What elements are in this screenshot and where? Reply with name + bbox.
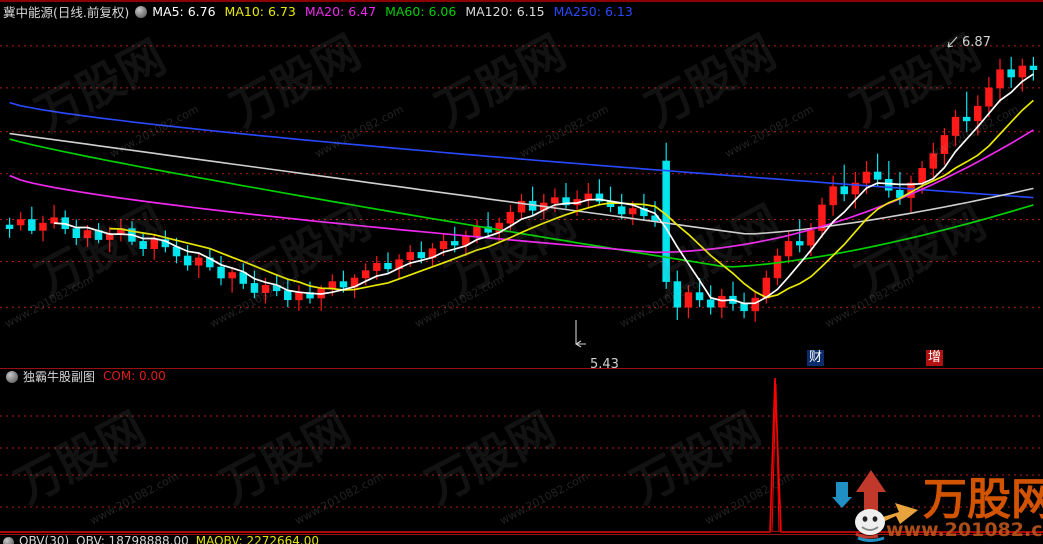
- pane-separator-1: [0, 368, 1043, 369]
- marker-zeng[interactable]: 增: [926, 350, 944, 366]
- ma250-legend: MA250: 6.13: [553, 3, 633, 19]
- obv-title: OBV(30): [19, 535, 70, 544]
- low-price-tag: 5.43: [590, 357, 619, 368]
- ma60-legend: MA60: 6.06: [385, 3, 457, 19]
- maobv-value: MAOBV: 2272664.00: [195, 535, 319, 544]
- sub-chart-legend: 独霸牛股副图 COM: 0.00: [0, 368, 166, 384]
- main-chart-legend: 冀中能源(日线.前复权) MA5: 6.76 MA10: 6.73 MA20: …: [0, 2, 1043, 20]
- svg-text:万股网: 万股网: [923, 474, 1043, 525]
- marker-cai[interactable]: 财: [807, 350, 825, 366]
- price-chart-canvas: [0, 36, 1043, 348]
- sphere-icon: [3, 536, 14, 544]
- obv-legend: OBV(30) OBV: 18798888.00 MAOBV: 2272664.…: [0, 535, 319, 544]
- window-top-border: [0, 0, 1043, 2]
- sub-chart-title: 独霸牛股副图: [23, 369, 96, 384]
- ma5-legend: MA5: 6.76: [152, 3, 216, 19]
- high-price-tag: 6.87: [962, 35, 991, 50]
- ma120-legend: MA120: 6.15: [465, 3, 545, 19]
- sphere-icon: [6, 371, 18, 383]
- ma10-legend: MA10: 6.73: [224, 3, 296, 19]
- sub-chart-com-value: COM: 0.00: [103, 369, 166, 383]
- pane-separator-2: [0, 531, 1043, 532]
- obv-value: OBV: 18798888.00: [76, 535, 189, 544]
- ma20-legend: MA20: 6.47: [304, 3, 377, 19]
- site-logo: 万股网 www.201082.com: [832, 470, 1043, 542]
- symbol-label: 冀中能源(日线.前复权): [3, 4, 130, 20]
- price-chart-pane[interactable]: 万股网 万股网 万股网 万股网 万股网 万股网 万股网 万股网 万股网 万股网 …: [0, 20, 1043, 368]
- sphere-icon: [135, 6, 148, 18]
- pane-separator-3: [0, 534, 1043, 535]
- svg-text:www.201082.com: www.201082.com: [886, 519, 1043, 541]
